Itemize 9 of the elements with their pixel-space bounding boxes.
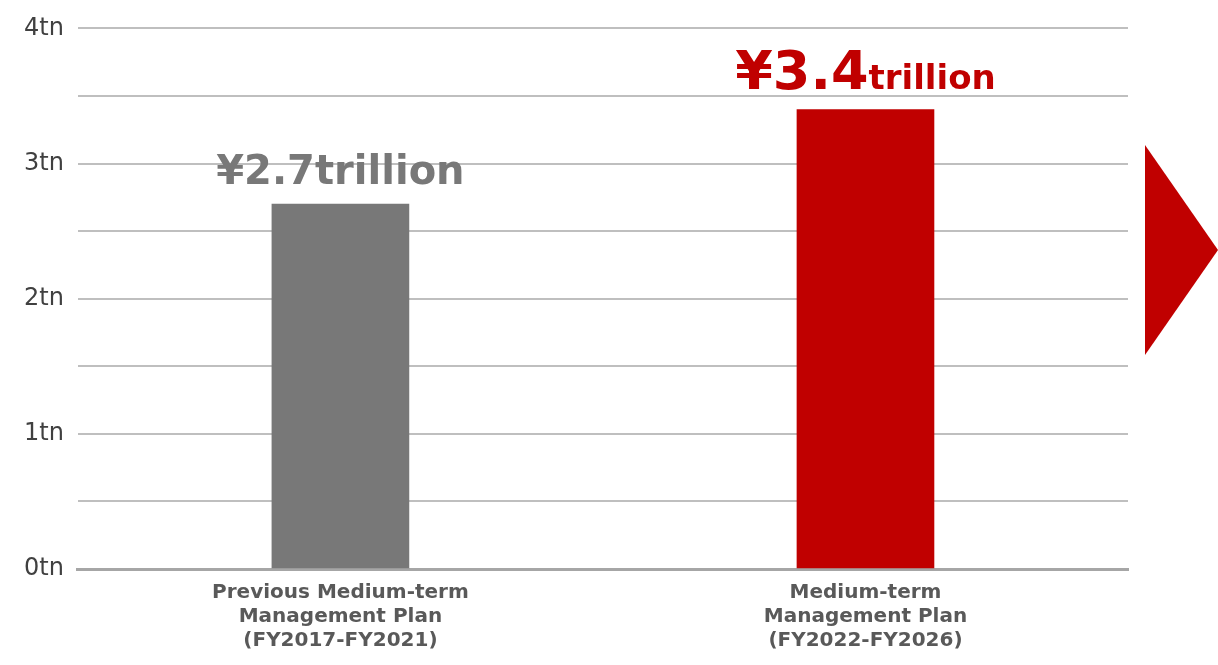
data-label: ¥2.7trillion [216, 147, 465, 194]
x-tick-label: Previous Medium-term Management Plan (FY2017-FY2021) [212, 579, 469, 652]
y-tick-label: 0tn [24, 553, 64, 582]
data-label: ¥3.4trillion [735, 39, 996, 103]
y-tick-label: 2tn [24, 282, 64, 311]
y-tick-label: 1tn [24, 418, 64, 447]
y-tick-label: 4tn [24, 12, 64, 41]
y-tick-label: 3tn [24, 147, 64, 176]
x-tick-label: Medium-term Management Plan (FY2022-FY2026) [763, 579, 968, 652]
